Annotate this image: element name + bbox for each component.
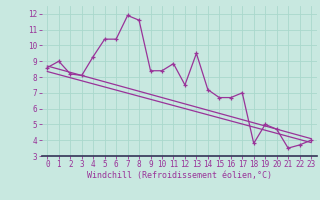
X-axis label: Windchill (Refroidissement éolien,°C): Windchill (Refroidissement éolien,°C) <box>87 171 272 180</box>
